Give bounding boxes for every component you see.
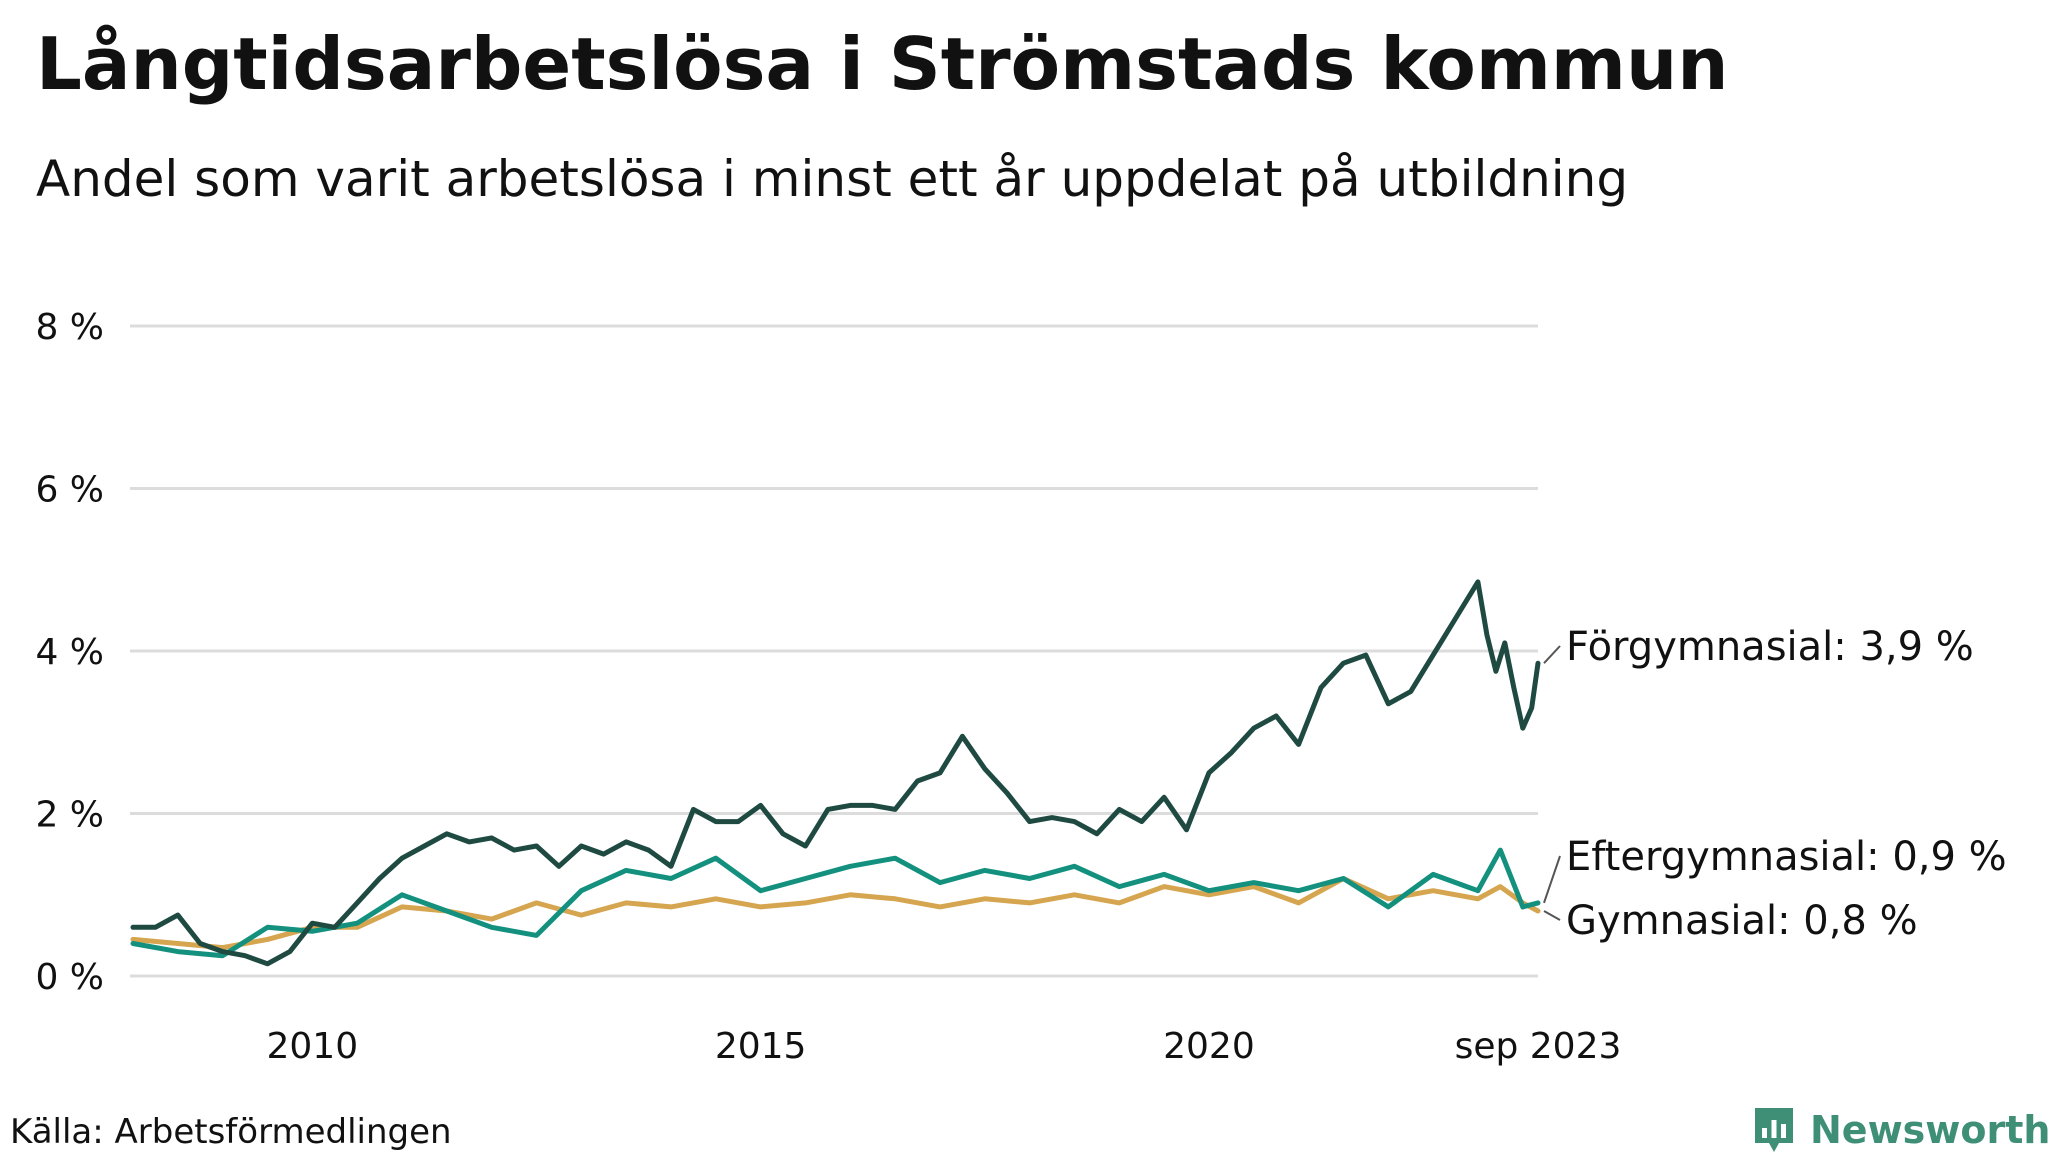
end-label-leader bbox=[1543, 910, 1561, 921]
series-line-förgymnasial bbox=[130, 579, 1541, 967]
newsworthy-logo: Newsworthy bbox=[1752, 1100, 2048, 1160]
series-line-eftergymnasial bbox=[130, 847, 1541, 959]
series-end-labels: Förgymnasial: 3,9 % Eftergymnasial: 0,9 %… bbox=[1543, 624, 2007, 944]
series-end-label-eftergymnasial: Eftergymnasial: 0,9 % bbox=[1566, 834, 2007, 880]
y-tick-label: 4 % bbox=[35, 632, 104, 673]
chart-subtitle: Andel som varit arbetslösa i minst ett å… bbox=[36, 150, 1629, 208]
newsworthy-logo-icon bbox=[1755, 1108, 1793, 1152]
gridlines bbox=[130, 324, 1538, 978]
y-tick-label: 6 % bbox=[35, 470, 104, 511]
y-axis-tick-labels: 0 % 2 % 4 % 6 % 8 % bbox=[35, 307, 104, 998]
x-tick-label: 2020 bbox=[1163, 1026, 1255, 1067]
series-lines bbox=[130, 579, 1541, 967]
x-axis-tick-labels: 2010 2015 2020 sep 2023 bbox=[267, 1026, 1622, 1067]
y-tick-label: 8 % bbox=[35, 307, 104, 348]
logo-text: Newsworthy bbox=[1810, 1108, 2048, 1152]
source-note: Källa: Arbetsförmedlingen bbox=[10, 1112, 452, 1152]
y-tick-label: 0 % bbox=[35, 957, 104, 998]
series-end-label-förgymnasial: Förgymnasial: 3,9 % bbox=[1566, 624, 1974, 670]
series-end-label-gymnasial: Gymnasial: 0,8 % bbox=[1566, 898, 1918, 944]
x-tick-label: sep 2023 bbox=[1455, 1026, 1622, 1067]
x-tick-label: 2015 bbox=[715, 1026, 807, 1067]
end-label-leader bbox=[1543, 645, 1561, 664]
series-line-gymnasial bbox=[130, 876, 1541, 951]
end-label-leader bbox=[1543, 855, 1561, 904]
y-tick-label: 2 % bbox=[35, 795, 104, 836]
chart-title: Långtidsarbetslösa i Strömstads kommun bbox=[36, 22, 1729, 106]
x-tick-label: 2010 bbox=[267, 1026, 359, 1067]
